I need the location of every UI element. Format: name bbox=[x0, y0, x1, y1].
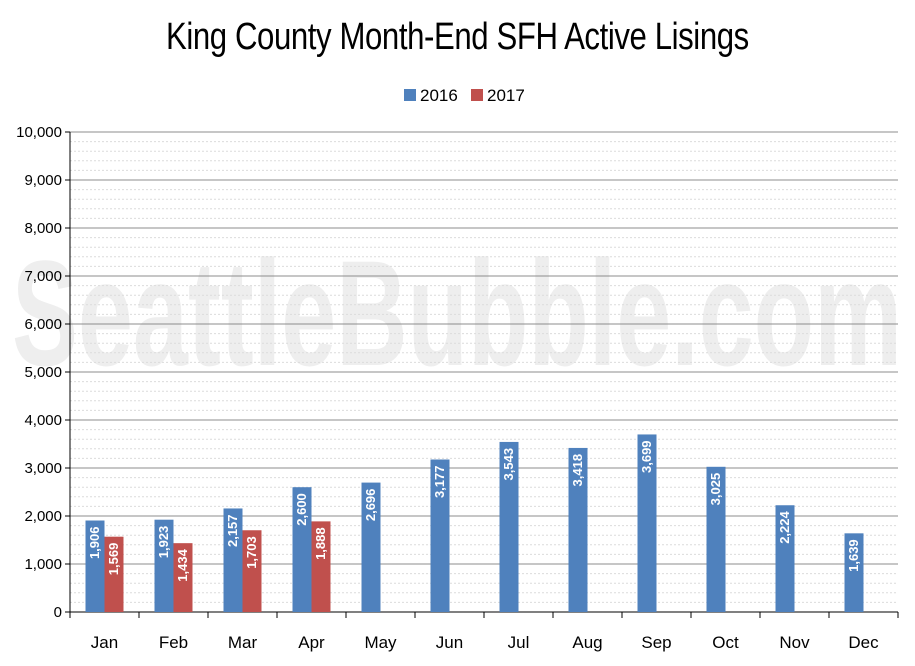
data-label: 3,418 bbox=[570, 454, 585, 487]
bar-2016-dec bbox=[844, 533, 864, 612]
data-label: 2,600 bbox=[294, 493, 309, 526]
data-label: 1,703 bbox=[244, 536, 259, 569]
y-tick-label: 3,000 bbox=[24, 460, 62, 477]
x-tick-label: Nov bbox=[779, 633, 810, 652]
data-label: 1,569 bbox=[106, 543, 121, 576]
data-label: 2,157 bbox=[225, 514, 240, 547]
x-tick-label: Jun bbox=[436, 633, 463, 652]
x-tick-label: Oct bbox=[712, 633, 739, 652]
data-label: 1,906 bbox=[87, 527, 102, 560]
legend-swatch bbox=[471, 89, 483, 101]
x-tick-label: Aug bbox=[572, 633, 602, 652]
y-tick-label: 6,000 bbox=[24, 316, 62, 333]
y-tick-label: 0 bbox=[54, 604, 62, 621]
y-tick-label: 9,000 bbox=[24, 172, 62, 189]
x-tick-label: Jul bbox=[508, 633, 530, 652]
data-label: 3,177 bbox=[432, 466, 447, 499]
bar-2016-may bbox=[361, 482, 381, 612]
data-label: 3,699 bbox=[639, 440, 654, 473]
y-axis: 0 1,000 2,000 3,000 4,000 5,000 6,000 7,000 8,00… bbox=[16, 124, 71, 621]
data-label: 1,639 bbox=[846, 539, 861, 572]
y-tick-label: 5,000 bbox=[24, 364, 62, 381]
x-tick-label: May bbox=[364, 633, 397, 652]
bar-2016-jun bbox=[430, 459, 450, 612]
y-tick-label: 1,000 bbox=[24, 556, 62, 573]
bar-2017-apr bbox=[311, 521, 331, 612]
bar-2017-jan bbox=[104, 536, 124, 612]
watermark: SeattleBubble.com bbox=[12, 229, 902, 397]
bar-2016-jul bbox=[499, 441, 519, 612]
bar-2017-mar bbox=[242, 530, 262, 612]
y-tick-label: 4,000 bbox=[24, 412, 62, 429]
x-tick-label: Dec bbox=[848, 633, 879, 652]
bar-2016-feb bbox=[154, 519, 174, 612]
y-tick-label: 2,000 bbox=[24, 508, 62, 525]
gridlines bbox=[70, 131, 898, 613]
legend-label: 2017 bbox=[487, 86, 525, 105]
x-tick-label: Mar bbox=[228, 633, 258, 652]
bar-2016-jan bbox=[85, 520, 105, 612]
data-label: 3,025 bbox=[708, 473, 723, 506]
data-label: 1,923 bbox=[156, 526, 171, 559]
chart-title: King County Month-End SFH Active Lisings bbox=[165, 16, 749, 58]
bar-2016-nov bbox=[775, 505, 795, 612]
data-label: 2,224 bbox=[777, 510, 792, 543]
data-label: 1,888 bbox=[313, 527, 328, 560]
bar-2016-aug bbox=[568, 447, 588, 612]
y-tick-label: 10,000 bbox=[16, 124, 62, 141]
bar-2016-sep bbox=[637, 434, 657, 612]
bar-2017-feb bbox=[173, 543, 193, 612]
y-tick-label: 8,000 bbox=[24, 220, 62, 237]
x-tick-label: Apr bbox=[298, 633, 325, 652]
x-tick-label: Jan bbox=[91, 633, 118, 652]
legend-label: 2016 bbox=[420, 86, 458, 105]
x-tick-label: Feb bbox=[159, 633, 188, 652]
bar-2016-apr bbox=[292, 487, 312, 612]
legend-swatch bbox=[404, 89, 416, 101]
y-tick-label: 7,000 bbox=[24, 268, 62, 285]
bars: 1,906 1,923 2,157 2,600 2,696 3,177 3,543 3,418… bbox=[85, 434, 864, 612]
data-label: 1,434 bbox=[175, 548, 190, 581]
x-axis: Jan Feb Mar Apr May Jun Jul Aug Sep Oct Nov Dec bbox=[69, 611, 899, 652]
bar-2016-oct bbox=[706, 466, 726, 612]
legend: 2016 2017 bbox=[404, 86, 525, 105]
data-label: 3,543 bbox=[501, 448, 516, 481]
data-label: 2,696 bbox=[363, 489, 378, 522]
bar-2016-mar bbox=[223, 508, 243, 612]
x-tick-label: Sep bbox=[641, 633, 671, 652]
